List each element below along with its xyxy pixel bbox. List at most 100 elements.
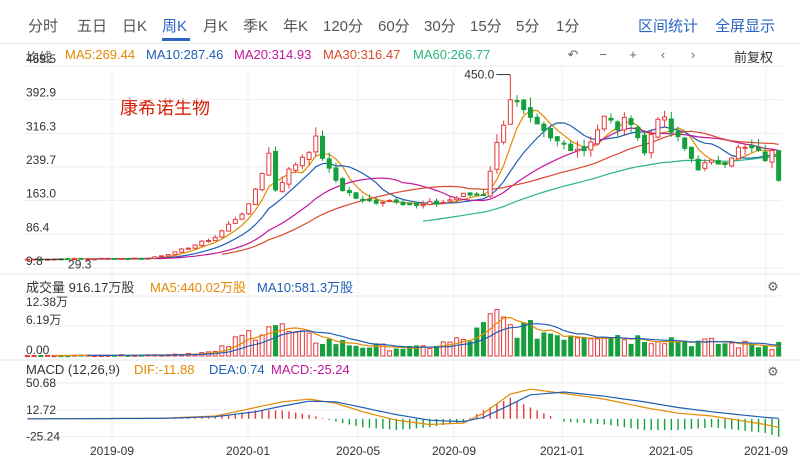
volume-settings-icon[interactable]: ⚙ <box>767 279 779 294</box>
volume-bar <box>138 354 144 357</box>
tab-15min[interactable]: 15分 <box>470 18 502 35</box>
candle-body <box>360 198 366 202</box>
ma20-line <box>154 127 779 260</box>
tab-1min[interactable]: 1分 <box>556 18 580 35</box>
volume-bar <box>199 352 205 357</box>
candle-body <box>675 130 681 138</box>
volume-bar <box>179 354 185 357</box>
tab-yearly-k[interactable]: 年K <box>283 18 309 35</box>
price-tick-label: 392.9 <box>26 86 56 100</box>
candle-body <box>574 148 580 152</box>
candle-body <box>568 143 574 152</box>
tab-five-day[interactable]: 五日 <box>77 18 108 35</box>
volume-bar <box>24 355 30 358</box>
candle-body <box>581 146 587 152</box>
price-tick-label: 239.7 <box>26 153 56 167</box>
volume-bar <box>514 337 520 357</box>
dea-line <box>27 391 779 423</box>
ma5-value: MA5:269.44 <box>65 47 136 62</box>
zoom-out-icon[interactable]: − <box>599 47 607 62</box>
tab-5min[interactable]: 5分 <box>516 18 540 35</box>
interval-stats-button[interactable]: 区间统计 <box>638 18 699 35</box>
candle-body <box>138 257 144 260</box>
candle-body <box>460 192 466 198</box>
time-axis-label: 2020-05 <box>336 444 380 458</box>
volume-bar <box>427 348 433 357</box>
ma-legend: 均线 MA5:269.44 MA10:287.46 MA20:314.93 MA… <box>0 47 800 65</box>
volume-bar <box>501 316 507 357</box>
volume-ma5: MA5:440.02万股 <box>150 280 247 295</box>
tab-quarterly-k[interactable]: 季K <box>243 18 269 35</box>
volume-bar <box>31 355 37 358</box>
active-tab-indicator <box>162 38 190 41</box>
tab-intraday[interactable]: 分时 <box>28 18 59 35</box>
volume-bar <box>454 337 460 357</box>
volume-bar <box>340 339 346 357</box>
macd-value: MACD:-25.24 <box>271 362 350 377</box>
tab-30min[interactable]: 30分 <box>424 18 456 35</box>
candle-body <box>400 201 406 206</box>
volume-bar <box>413 345 419 357</box>
candle-body <box>85 258 91 261</box>
candle-body <box>621 116 627 131</box>
candle-body <box>38 258 44 261</box>
ma-legend-title: 均线 <box>26 50 53 65</box>
candle-body <box>628 118 634 126</box>
volume-bar <box>487 313 493 357</box>
tab-monthly-k[interactable]: 月K <box>203 18 229 35</box>
volume-bar <box>313 342 319 357</box>
candle-body <box>595 129 601 145</box>
candle-body <box>259 172 265 191</box>
next-icon[interactable]: › <box>690 47 696 62</box>
undo-icon[interactable]: ↶ <box>567 47 579 62</box>
candle-body <box>91 258 97 261</box>
candle-body <box>125 258 131 261</box>
candle-body <box>340 178 346 192</box>
ma30-line <box>221 130 779 255</box>
high-price-label: 450.0 <box>464 68 494 82</box>
prev-icon[interactable]: ‹ <box>660 47 666 62</box>
candle-body <box>662 116 668 121</box>
fullscreen-button[interactable]: 全屏显示 <box>715 18 776 35</box>
volume-bar <box>65 355 71 358</box>
volume-bar <box>722 343 728 357</box>
tab-60min[interactable]: 60分 <box>378 18 410 35</box>
volume-bar <box>762 345 768 357</box>
candle-body <box>145 257 151 260</box>
ma20-value: MA20:314.93 <box>234 47 312 62</box>
candle-body <box>239 213 245 220</box>
volume-tick-label: 12.38万 <box>26 295 68 309</box>
price-tick-label: 163.0 <box>26 187 56 201</box>
macd-tick-label: 12.72 <box>26 403 56 417</box>
tab-120min[interactable]: 120分 <box>323 18 364 35</box>
volume-bar <box>232 336 238 357</box>
candle-body <box>165 254 171 257</box>
zoom-in-icon[interactable]: + <box>629 47 637 62</box>
candle-body <box>313 135 319 153</box>
candle-body <box>501 124 507 143</box>
volume-bar <box>749 344 755 357</box>
period-tab-bar: 分时 五日 日K 周K 月K 季K 年K 120分 60分 30分 15分 5分… <box>0 0 800 44</box>
volume-bar <box>78 354 84 357</box>
candle-body <box>668 118 674 133</box>
volume-bar <box>742 340 748 357</box>
candle-body <box>98 257 104 260</box>
candle-body <box>548 127 554 139</box>
volume-bar <box>675 341 681 357</box>
ma5-line <box>54 109 780 260</box>
volume-bar <box>608 337 614 357</box>
volume-total: 成交量 916.17万股 <box>26 280 135 295</box>
macd-settings-icon[interactable]: ⚙ <box>767 364 779 379</box>
time-axis-label: 2020-01 <box>226 444 270 458</box>
volume-bar <box>91 355 97 358</box>
candle-body <box>527 107 533 118</box>
tab-daily-k[interactable]: 日K <box>122 18 148 35</box>
volume-bar <box>159 354 165 357</box>
restore-adjust-selector[interactable]: 前复权 <box>734 50 774 65</box>
candle-body <box>44 258 50 261</box>
volume-bar <box>246 330 252 357</box>
volume-bar <box>527 320 533 357</box>
tab-weekly-k[interactable]: 周K <box>162 18 188 35</box>
candle-body <box>232 219 238 224</box>
